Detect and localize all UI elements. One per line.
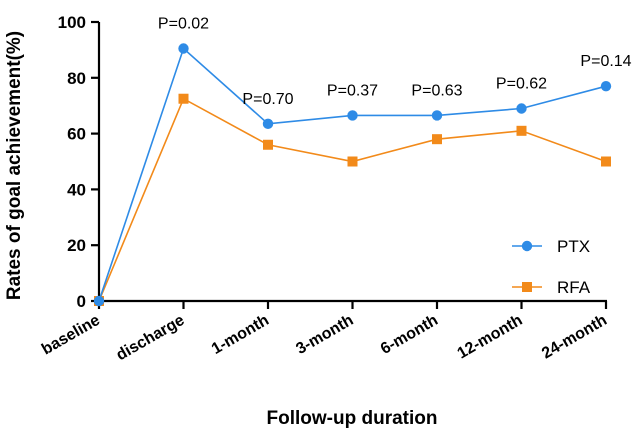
point-RFA-12-month xyxy=(516,125,527,136)
point-PTX-6-month xyxy=(431,110,443,121)
y-tick-label: 0 xyxy=(77,292,86,311)
x-tick-label-discharge: discharge xyxy=(114,312,188,365)
point-PTX-baseline xyxy=(93,295,105,307)
p-value-1-month: P=0.70 xyxy=(242,91,293,108)
legend: PTX RFA xyxy=(512,237,591,297)
legend-label-PTX: PTX xyxy=(557,237,590,256)
point-PTX-1-month xyxy=(262,118,274,130)
x-axis-ticks: baseline discharge 1-month 3-month 6-month 12… xyxy=(39,301,610,364)
x-axis-title: Follow-up duration xyxy=(267,408,438,429)
y-tick-label: 100 xyxy=(58,13,86,32)
p-value-24-month: P=0.14 xyxy=(580,53,631,70)
y-tick-label: 20 xyxy=(67,236,86,255)
point-PTX-12-month xyxy=(516,103,527,114)
point-RFA-6-month xyxy=(432,134,442,145)
x-tick-label-6-month: 6-month xyxy=(378,312,441,358)
legend-marker-PTX xyxy=(521,240,533,252)
x-tick-label-1-month: 1-month xyxy=(209,312,272,358)
x-tick-label-3-month: 3-month xyxy=(293,312,356,358)
y-axis-ticks: 0 20 40 60 80 100 xyxy=(58,13,99,311)
legend-label-RFA: RFA xyxy=(557,278,591,297)
point-PTX-3-month xyxy=(347,110,358,121)
point-PTX-discharge xyxy=(178,43,189,54)
point-PTX-24-month xyxy=(600,80,612,92)
p-value-6-month: P=0.63 xyxy=(411,82,462,99)
p-value-discharge: P=0.02 xyxy=(158,16,209,33)
x-tick-label-baseline: baseline xyxy=(39,312,103,359)
x-tick-label-24-month: 24-month xyxy=(539,312,610,363)
point-RFA-3-month xyxy=(347,156,358,167)
x-tick-label-12-month: 12-month xyxy=(455,312,526,363)
point-RFA-discharge xyxy=(178,93,189,104)
y-tick-label: 60 xyxy=(67,125,86,144)
legend-marker-RFA xyxy=(522,282,532,292)
series-markers xyxy=(93,43,612,307)
series-line-RFA xyxy=(98,97,607,302)
p-value-12-month: P=0.62 xyxy=(496,75,547,92)
point-RFA-24-month xyxy=(601,156,611,167)
y-tick-label: 40 xyxy=(67,180,86,199)
y-axis-title: Rates of goal achievement(%) xyxy=(4,31,25,300)
p-value-annotations: P=0.02 P=0.70 P=0.37 P=0.63 P=0.62 P=0.14 xyxy=(158,16,632,108)
p-value-3-month: P=0.37 xyxy=(327,82,378,99)
y-tick-label: 80 xyxy=(67,69,86,88)
point-RFA-1-month xyxy=(263,139,273,150)
